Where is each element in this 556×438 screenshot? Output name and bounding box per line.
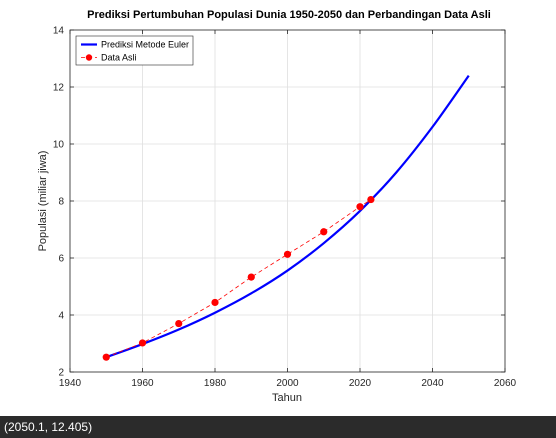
series-line-euler-prediction bbox=[105, 74, 470, 359]
status-bar: (2050.1, 12.405) bbox=[0, 416, 556, 438]
legend-label-euler: Prediksi Metode Euler bbox=[101, 40, 189, 50]
y-axis-label: Populasi (miliar jiwa) bbox=[37, 151, 49, 252]
figure-window: Prediksi Pertumbuhan Populasi Dunia 1950… bbox=[37, 9, 517, 404]
legend-label-data: Data Asli bbox=[101, 53, 137, 63]
data-point-data-asli bbox=[283, 250, 292, 258]
coordinate-readout: (2050.1, 12.405) bbox=[4, 420, 93, 434]
x-tick-label: 1960 bbox=[131, 378, 154, 389]
x-tick-label: 1980 bbox=[204, 378, 227, 389]
series-layer bbox=[102, 74, 470, 361]
data-point-data-asli bbox=[175, 319, 183, 328]
x-tick-label: 1940 bbox=[59, 378, 82, 389]
data-point-data-asli bbox=[138, 339, 147, 347]
y-tick-label: 12 bbox=[53, 83, 65, 94]
data-point-data-asli bbox=[320, 228, 328, 236]
y-tick-label: 10 bbox=[53, 140, 65, 151]
series-line-data-asli bbox=[106, 199, 372, 358]
chart-title: Prediksi Pertumbuhan Populasi Dunia 1950… bbox=[87, 9, 491, 21]
x-axis-label: Tahun bbox=[272, 392, 302, 404]
data-point-data-asli bbox=[356, 203, 364, 211]
y-tick-label: 2 bbox=[58, 368, 64, 379]
data-point-data-asli bbox=[211, 298, 219, 307]
y-tick-label: 14 bbox=[53, 26, 65, 37]
data-point-data-asli bbox=[367, 195, 375, 204]
data-point-data-asli bbox=[102, 353, 110, 361]
axis-ticks: 1940 1960 1980 2000 2020 2040 2060 2 4 6 8 10 12 14 bbox=[53, 26, 517, 390]
chart: Prediksi Pertumbuhan Populasi Dunia 1950… bbox=[37, 9, 517, 404]
y-tick-label: 6 bbox=[58, 254, 64, 265]
legend[interactable]: Prediksi Metode Euler Data Asli bbox=[75, 35, 194, 66]
y-tick-label: 8 bbox=[58, 197, 64, 208]
x-tick-label: 2020 bbox=[349, 378, 372, 389]
data-point-data-asli bbox=[247, 273, 255, 281]
x-tick-label: 2040 bbox=[421, 378, 444, 389]
legend-box bbox=[75, 35, 194, 66]
legend-marker-data bbox=[85, 54, 93, 61]
y-tick-label: 4 bbox=[58, 311, 64, 322]
x-tick-label: 2060 bbox=[494, 378, 517, 389]
x-tick-label: 2000 bbox=[276, 378, 299, 389]
